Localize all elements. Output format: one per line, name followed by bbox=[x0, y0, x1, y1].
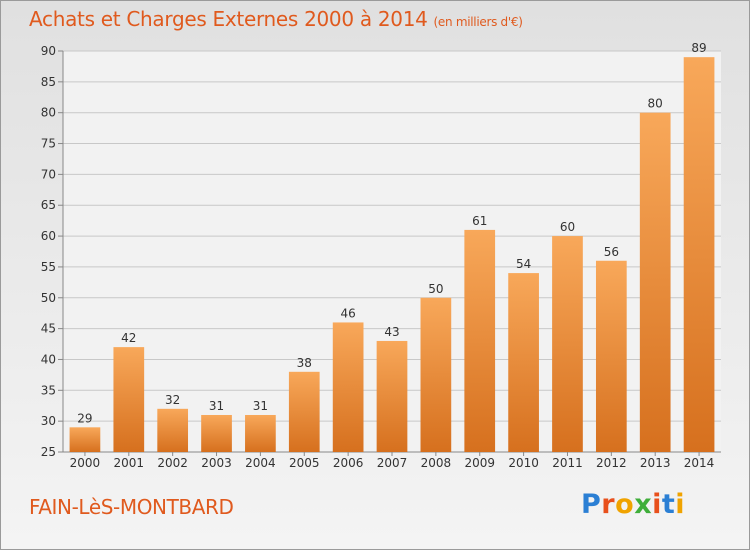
y-tick-label: 80 bbox=[41, 106, 56, 120]
unit-label: (en milliers d'€) bbox=[433, 15, 523, 29]
data-label: 32 bbox=[165, 393, 180, 407]
bar bbox=[288, 371, 320, 452]
y-tick-label: 70 bbox=[41, 167, 56, 181]
x-tick-label: 2013 bbox=[640, 456, 671, 470]
x-tick-label: 2004 bbox=[245, 456, 276, 470]
y-tick-label: 50 bbox=[41, 291, 56, 305]
bar bbox=[157, 408, 189, 452]
x-tick-label: 2006 bbox=[333, 456, 364, 470]
bar bbox=[683, 57, 715, 453]
logo-letter: P bbox=[581, 489, 602, 520]
y-tick-label: 60 bbox=[41, 229, 56, 243]
data-label: 31 bbox=[253, 399, 268, 413]
data-label: 31 bbox=[209, 399, 224, 413]
data-label: 61 bbox=[472, 214, 487, 228]
logo-letter: o bbox=[615, 489, 635, 520]
logo-letter: r bbox=[601, 489, 616, 520]
x-tick-label: 2011 bbox=[552, 456, 583, 470]
proxiti-logo: Proxiti bbox=[581, 489, 685, 520]
y-tick-label: 55 bbox=[41, 260, 56, 274]
data-label: 89 bbox=[691, 41, 706, 55]
bar bbox=[201, 414, 232, 452]
bar bbox=[508, 273, 539, 452]
logo-letter: x bbox=[634, 489, 653, 520]
bar bbox=[464, 229, 496, 452]
x-tick-label: 2014 bbox=[684, 456, 715, 470]
data-label: 38 bbox=[297, 356, 312, 370]
x-tick-label: 2000 bbox=[70, 456, 101, 470]
data-label: 43 bbox=[384, 325, 399, 339]
y-tick-label: 75 bbox=[41, 137, 56, 151]
bar bbox=[69, 427, 101, 452]
y-tick-label: 65 bbox=[41, 198, 56, 212]
x-tick-label: 2009 bbox=[464, 456, 495, 470]
data-label: 46 bbox=[340, 306, 355, 320]
y-tick-label: 30 bbox=[41, 414, 56, 428]
data-label: 29 bbox=[77, 411, 92, 425]
x-tick-label: 2002 bbox=[157, 456, 188, 470]
logo-letter: i bbox=[652, 489, 662, 520]
logo-letter: t bbox=[661, 489, 676, 520]
x-tick-label: 2003 bbox=[201, 456, 232, 470]
y-tick-label: 85 bbox=[41, 75, 56, 89]
data-label: 42 bbox=[121, 331, 136, 345]
bar bbox=[420, 297, 452, 452]
y-tick-label: 40 bbox=[41, 352, 56, 366]
chart-title: Achats et Charges Externes 2000 à 2014 (e… bbox=[29, 7, 523, 31]
data-label: 54 bbox=[516, 257, 531, 271]
title-text: Achats et Charges Externes 2000 à 2014 bbox=[29, 7, 428, 31]
bar bbox=[245, 414, 276, 452]
logo-letter: i bbox=[675, 489, 686, 520]
data-label: 56 bbox=[604, 245, 619, 259]
bar bbox=[376, 340, 408, 452]
y-tick-label: 35 bbox=[41, 383, 56, 397]
x-tick-label: 2010 bbox=[508, 456, 539, 470]
bar bbox=[552, 236, 583, 452]
bar bbox=[332, 322, 364, 452]
y-tick-label: 45 bbox=[41, 322, 56, 336]
x-tick-label: 2005 bbox=[289, 456, 320, 470]
data-label: 80 bbox=[648, 97, 663, 111]
x-tick-label: 2007 bbox=[377, 456, 408, 470]
y-tick-label: 25 bbox=[41, 445, 56, 459]
y-tick-label: 90 bbox=[41, 44, 56, 58]
data-label: 60 bbox=[560, 220, 575, 234]
x-tick-label: 2008 bbox=[421, 456, 452, 470]
x-tick-label: 2012 bbox=[596, 456, 627, 470]
x-tick-label: 2001 bbox=[114, 456, 145, 470]
commune-name: FAIN-LèS-MONTBARD bbox=[29, 495, 234, 519]
bar bbox=[595, 260, 627, 452]
bar bbox=[639, 112, 671, 452]
data-label: 50 bbox=[428, 282, 443, 296]
bar bbox=[113, 347, 145, 452]
